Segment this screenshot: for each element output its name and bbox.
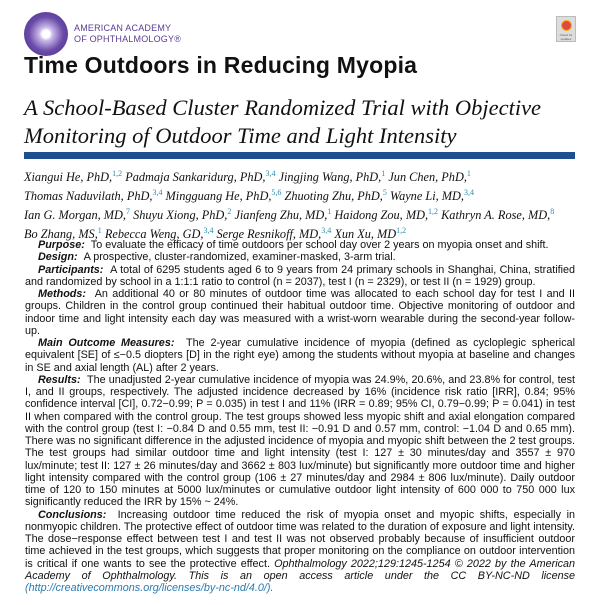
- citation: Ophthalmology 2022;129:1245-1254 © 2022 …: [25, 557, 575, 582]
- author-affiliation: 3,4: [463, 188, 474, 198]
- abstract-conclusions: Conclusions: Increasing outdoor time red…: [25, 509, 575, 595]
- author-affiliation: 5,6: [271, 188, 282, 198]
- publisher-name-line1: AMERICAN ACADEMY: [74, 23, 172, 33]
- author-affiliation: 5: [382, 188, 387, 198]
- design-text: A prospective, cluster-randomized, exami…: [83, 251, 396, 264]
- abstract: Purpose: To evaluate the efficacy of tim…: [25, 239, 575, 594]
- author: Padmaja Sankaridurg, PhD,: [125, 170, 266, 185]
- author-affiliation: 3,4: [203, 226, 214, 236]
- aao-logo: AMERICAN ACADEMY OF OPHTHALMOLOGY®: [24, 12, 181, 56]
- methods-text: An additional 40 or 80 minutes of outdoo…: [25, 288, 575, 337]
- publisher-name: AMERICAN ACADEMY OF OPHTHALMOLOGY®: [74, 23, 181, 45]
- abstract-methods: Methods: An additional 40 or 80 minutes …: [25, 288, 575, 337]
- author-affiliation: 1,2: [428, 207, 439, 217]
- author: Thomas Naduvilath, PhD,: [24, 189, 153, 204]
- conclusions-label: Conclusions:: [38, 508, 107, 521]
- license-link[interactable]: (http://creativecommons.org/licenses/by-…: [25, 582, 274, 594]
- author-affiliation: 7: [126, 207, 131, 217]
- author-affiliation: 1: [97, 226, 102, 236]
- author: Serge Resnikoff, MD,: [216, 227, 322, 242]
- abstract-design: Design: A prospective, cluster-randomize…: [25, 251, 575, 263]
- participants-label: Participants:: [38, 263, 104, 276]
- purpose-text: To evaluate the efficacy of time outdoor…: [90, 239, 549, 251]
- author-affiliation: 3,4: [152, 188, 163, 198]
- author-affiliation: 8: [550, 207, 555, 217]
- author: Bo Zhang, MS,: [24, 227, 98, 242]
- author: Ian G. Morgan, MD,: [24, 208, 127, 223]
- author: Rebecca Weng, GD,: [104, 227, 204, 242]
- author: Jianfeng Zhu, MD,: [234, 208, 328, 223]
- abstract-outcome: Main Outcome Measures: The 2-year cumula…: [25, 337, 575, 374]
- design-label: Design:: [38, 251, 78, 264]
- author-affiliation: 1,2: [396, 226, 407, 236]
- results-label: Results:: [38, 373, 81, 386]
- author: Shuyu Xiong, PhD,: [133, 208, 228, 223]
- article-title: Time Outdoors in Reducing Myopia: [24, 52, 418, 78]
- author: Mingguang He, PhD,: [165, 189, 272, 204]
- author: Jingjing Wang, PhD,: [278, 170, 382, 185]
- author: Xiangui He, PhD,: [24, 170, 113, 185]
- check-for-updates-button[interactable]: Check for updates: [556, 16, 576, 42]
- author: Zhuoting Zhu, PhD,: [284, 189, 383, 204]
- participants-text: A total of 6295 students aged 6 to 9 yea…: [25, 263, 576, 288]
- conclusions-text: Increasing outdoor time reduced the risk…: [25, 508, 576, 570]
- title-divider: [24, 152, 575, 159]
- author-affiliation: 3,4: [265, 169, 276, 178]
- author-affiliation: 1: [381, 169, 386, 178]
- abstract-purpose: Purpose: To evaluate the efficacy of tim…: [25, 239, 575, 251]
- results-text: The unadjusted 2-year cumulative inciden…: [25, 373, 575, 509]
- outcome-text: The 2-year cumulative incidence of myopi…: [25, 337, 576, 374]
- check-updates-label: Check for updates: [559, 33, 573, 41]
- author: Haidong Zou, MD,: [334, 208, 429, 223]
- methods-label: Methods:: [38, 288, 86, 300]
- abstract-results: Results: The unadjusted 2-year cumulativ…: [25, 374, 575, 509]
- author-affiliation: 1,2: [112, 169, 123, 178]
- outcome-label: Main Outcome Measures:: [38, 337, 175, 349]
- abstract-participants: Participants: A total of 6295 students a…: [25, 264, 575, 289]
- publisher-name-line2: OF OPHTHALMOLOGY®: [74, 34, 182, 44]
- author-affiliation: 1: [466, 169, 471, 178]
- author-list: Xiangui He, PhD,1,2 Padmaja Sankaridurg,…: [24, 166, 584, 242]
- author-affiliation: 1: [327, 207, 332, 217]
- author-affiliation: 2: [227, 207, 232, 217]
- aao-logo-mark: [24, 12, 68, 56]
- check-updates-icon: [560, 20, 572, 31]
- author: Jun Chen, PhD,: [388, 170, 467, 185]
- article-subtitle: A School-Based Cluster Randomized Trial …: [24, 95, 542, 148]
- author-affiliation: 3,4: [321, 226, 332, 236]
- purpose-label: Purpose:: [38, 239, 85, 251]
- author: Wayne Li, MD,: [389, 189, 464, 204]
- author: Xun Xu, MD: [334, 227, 397, 242]
- author: Kathryn A. Rose, MD,: [441, 208, 551, 223]
